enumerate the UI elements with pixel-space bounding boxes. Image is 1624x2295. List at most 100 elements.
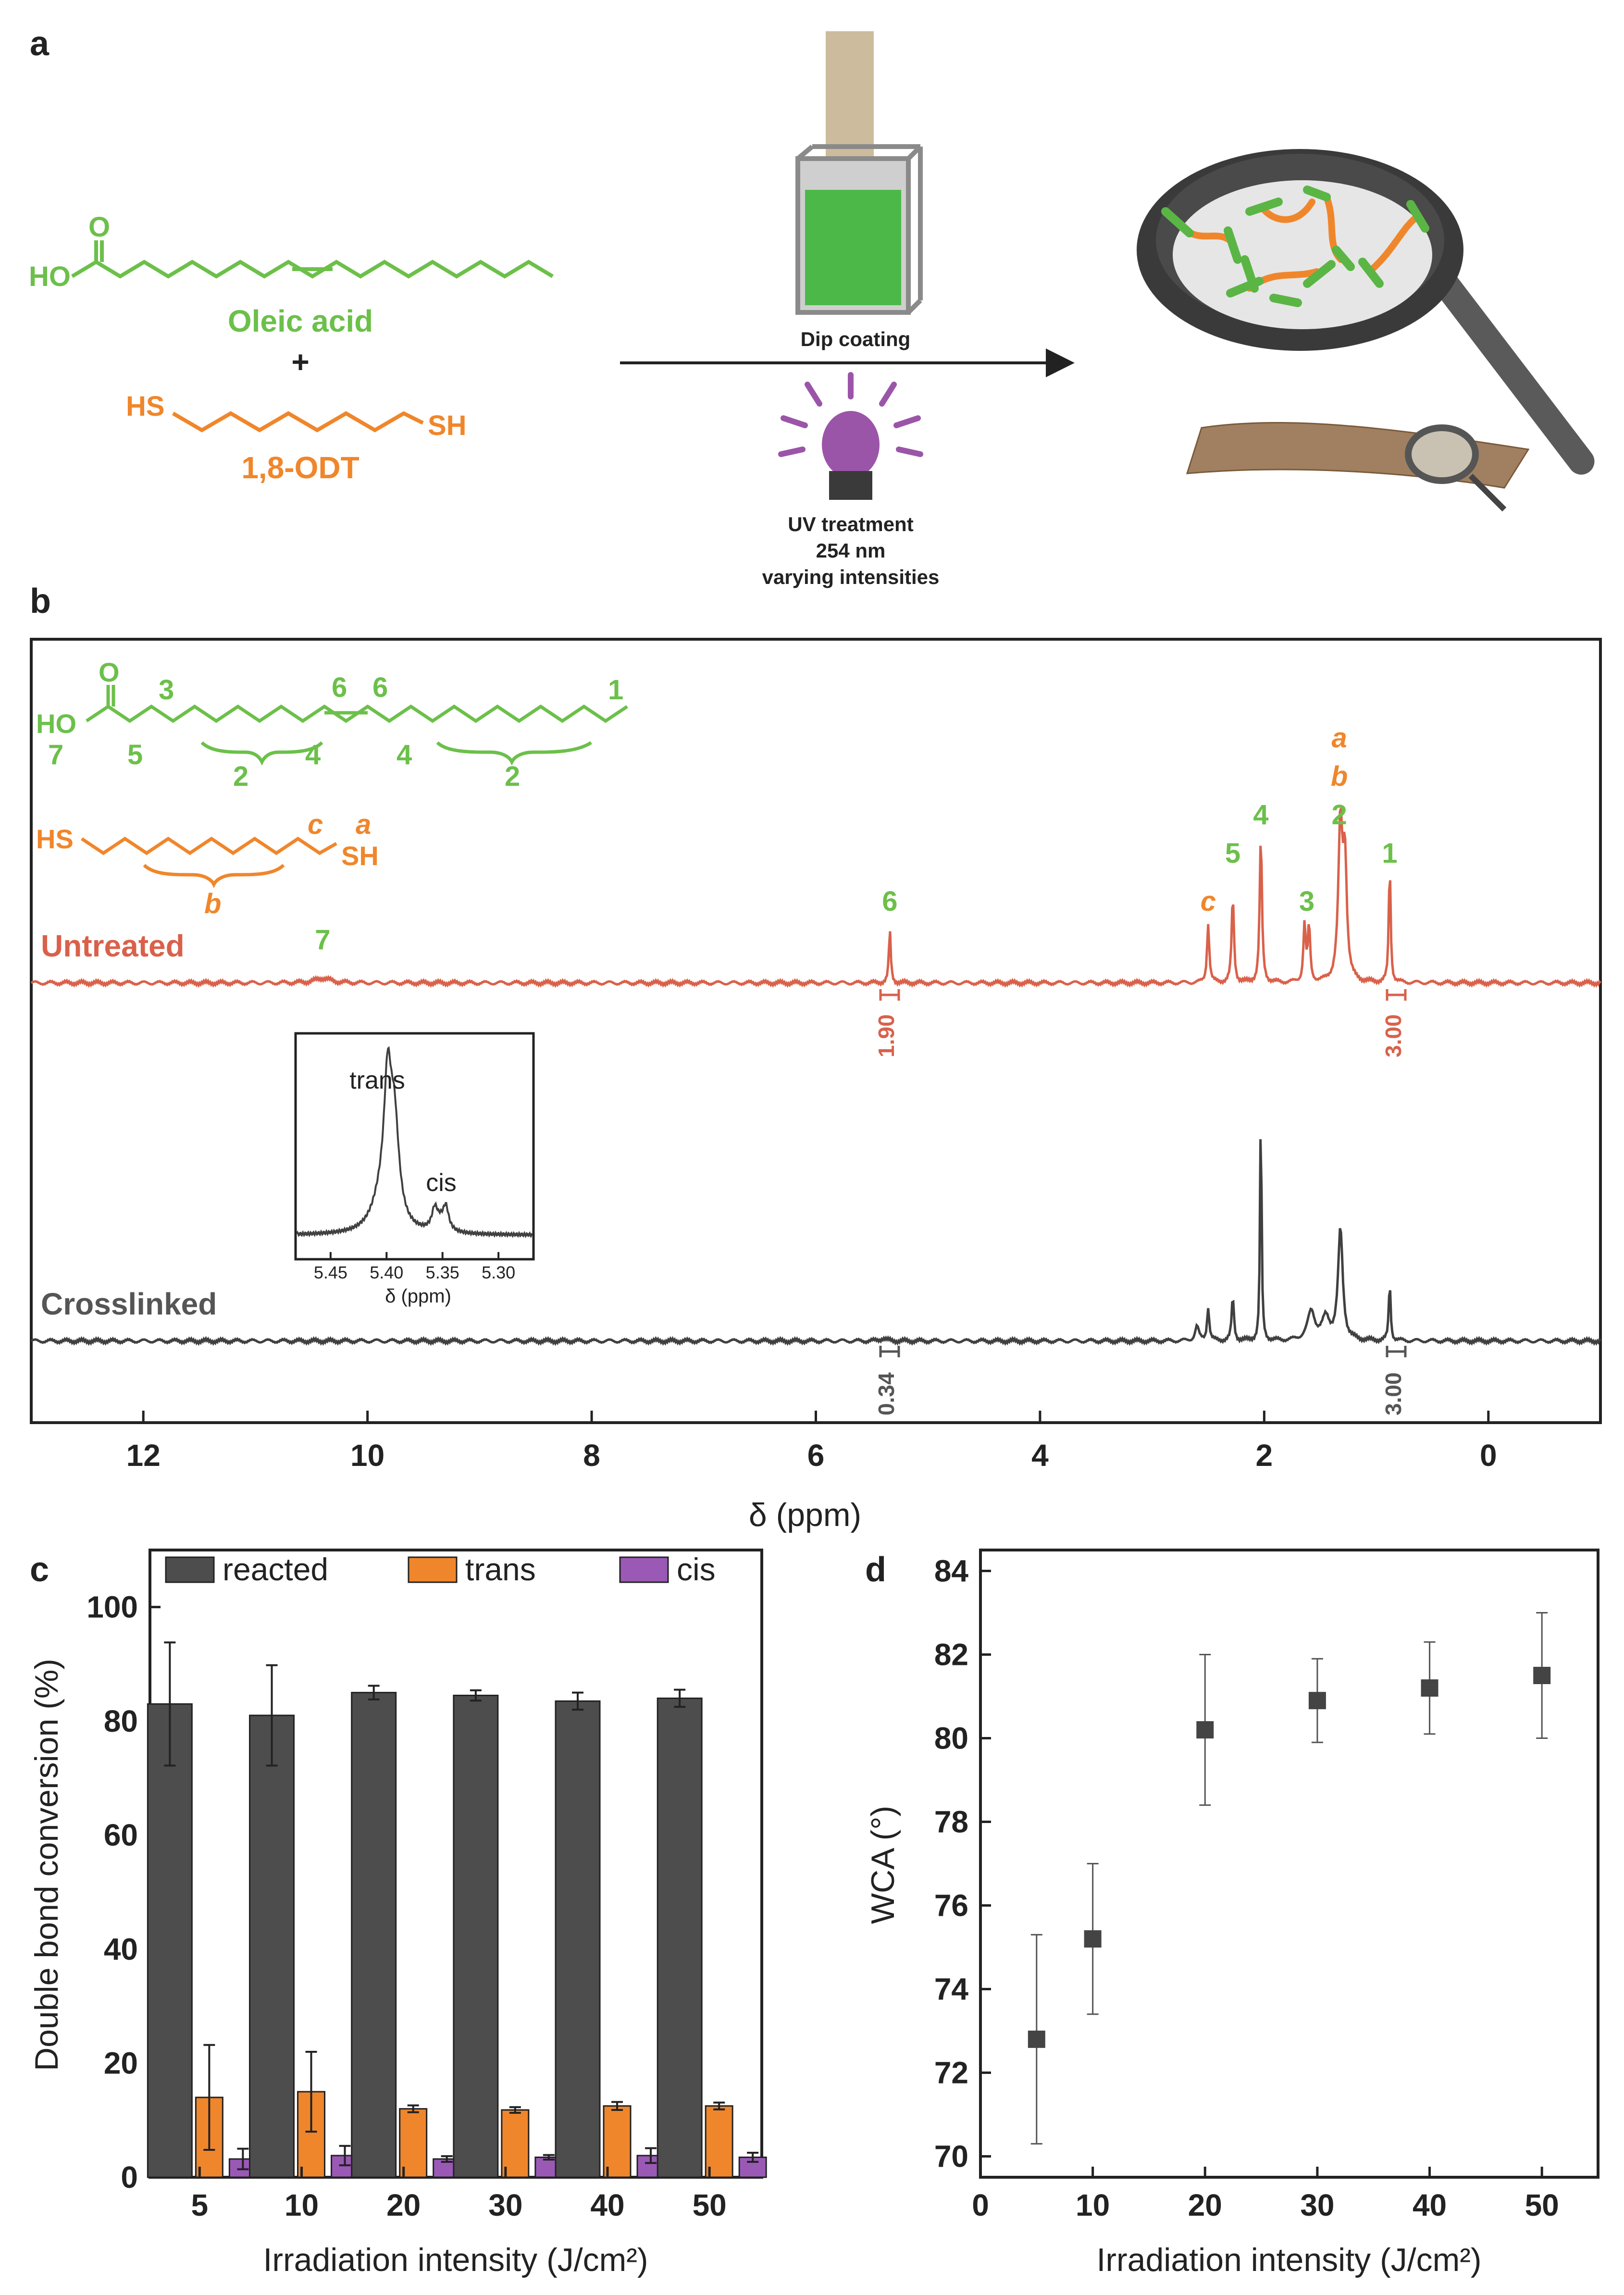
nmr-inset: trans cis 5.45 5.40 5.35 5.30 δ (ppm): [294, 1032, 535, 1307]
errorbar-cis-40: [645, 2147, 657, 2164]
struct-num-2a: 2: [233, 761, 248, 792]
scatter-frame: [979, 1549, 1599, 2179]
struct-num-2b: 2: [505, 761, 520, 792]
odt-label: 1,8-ODT: [241, 450, 359, 485]
crosslinked-label: Crosslinked: [41, 1287, 217, 1321]
peak-label-6: 6: [882, 886, 897, 917]
scatter-point: [1084, 1930, 1102, 1948]
errorbar-trans-30: [509, 2106, 521, 2114]
bar-reacted-20: [351, 1692, 397, 2178]
panel-b: b HO O 7 5 3 2 4 6 6 4 2 1 HS SH c a b: [30, 582, 1602, 1533]
bar-x-axis: 5 10 20 30 40 50: [191, 2167, 727, 2222]
oleic-o: O: [88, 211, 110, 243]
peak-label-b: b: [1331, 761, 1348, 792]
panel-a: a HO O Oleic acid + HS SH 1,8-ODT: [29, 25, 1595, 588]
peak-label-7: 7: [315, 924, 330, 955]
scatter-x-label: Irradiation intensity (J/cm²): [1096, 2242, 1481, 2278]
struct-o: O: [99, 657, 120, 687]
scatter-x-tick-label: 50: [1525, 2188, 1559, 2222]
nmr-x-tick-label: 2: [1256, 1438, 1273, 1473]
peak-label-4: 4: [1253, 799, 1268, 831]
peak-label-1: 1: [1382, 838, 1397, 869]
scatter-marks: [1028, 1612, 1551, 2145]
legend-label-cis: cis: [677, 1551, 716, 1587]
panel-b-label: b: [30, 582, 51, 620]
peak-label-3: 3: [1299, 886, 1314, 917]
errorbar-cis-30: [543, 2154, 555, 2161]
scatter-y-tick-label: 72: [934, 2056, 968, 2090]
nmr-x-tick-label: 4: [1031, 1438, 1049, 1473]
bar-y-tick-label: 40: [104, 1932, 138, 1966]
bar-x-tick-label: 50: [693, 2188, 727, 2222]
nmr-odt-structure: [81, 836, 337, 888]
uv-line3: varying intensities: [762, 566, 940, 588]
scatter-y-tick-label: 80: [934, 1721, 968, 1756]
struct-num-7: 7: [48, 739, 63, 770]
bar-y-tick-label: 100: [87, 1590, 138, 1625]
bar-y-tick-label: 80: [104, 1704, 138, 1738]
scatter-x-tick-label: 30: [1300, 2188, 1334, 2222]
panel-c-label: c: [30, 1551, 49, 1589]
panel-c: c reacted trans cis 0 20 40 60 80 100 5 10 20 30 40…: [28, 1549, 767, 2278]
errorbar-cis-10: [339, 2145, 351, 2167]
struct-num-4a: 4: [305, 739, 321, 770]
nmr-x-tick-label: 8: [583, 1438, 600, 1473]
bar-x-tick-label: 10: [285, 2188, 319, 2222]
legend-swatch-reacted: [165, 1556, 215, 1583]
inset-cis-label: cis: [426, 1169, 457, 1197]
errorbar-reacted-20: [368, 1685, 380, 1700]
struct-ho: HO: [36, 708, 76, 739]
struct-num-4b: 4: [397, 739, 412, 770]
magnifying-glass-icon: [1137, 149, 1595, 475]
dip-coating-label: Dip coating: [801, 328, 911, 350]
odt-sh: SH: [428, 410, 467, 441]
struct-letter-b: b: [204, 888, 221, 919]
odt-structure: [172, 411, 424, 433]
bar-y-tick-label: 60: [104, 1818, 138, 1852]
bar-x-label: Irradiation intensity (J/cm²): [263, 2242, 648, 2278]
bar-x-tick-label: 20: [386, 2188, 421, 2222]
bar-y-tick-label: 0: [121, 2160, 138, 2195]
bar-reacted-30: [453, 1695, 499, 2178]
nmr-x-tick-label: 10: [350, 1438, 384, 1473]
legend-label-reacted: reacted: [223, 1551, 328, 1587]
errorbar-trans-20: [407, 2104, 419, 2113]
struct-letter-c: c: [308, 809, 323, 840]
bar-reacted-10: [249, 1714, 295, 2178]
struct-num-3: 3: [159, 674, 174, 706]
nmr-oleic-structure: [86, 685, 628, 766]
errorbar-reacted-50: [674, 1688, 686, 1708]
peak-label-c: c: [1201, 886, 1216, 917]
scatter-point: [1533, 1667, 1551, 1684]
bar-trans-40: [603, 2105, 632, 2178]
struct-sh: SH: [341, 841, 379, 871]
errorbar-reacted-30: [470, 1689, 482, 1702]
struct-num-5: 5: [127, 739, 143, 770]
spectrum-crosslinked: [30, 1139, 1601, 1346]
oleic-acid-structure: [71, 240, 554, 279]
inset-x-tick-label: 5.40: [370, 1263, 403, 1282]
bar-reacted-40: [555, 1700, 601, 2178]
uv-line1: UV treatment: [788, 513, 913, 535]
scatter-point: [1308, 1692, 1326, 1710]
crosslinked-network: [1161, 186, 1429, 307]
integral-marks: [879, 989, 1407, 1357]
scatter-point: [1196, 1721, 1214, 1739]
legend-swatch-cis: [619, 1556, 669, 1583]
uv-line2: 254 nm: [816, 539, 886, 562]
scatter-x-tick-label: 20: [1188, 2188, 1222, 2222]
inset-x-tick-label: 5.30: [482, 1263, 515, 1282]
scatter-y-axis: 70 72 74 76 78 80 82 84: [934, 1554, 991, 2174]
dip-coating-vessel: [795, 31, 923, 315]
scatter-x-tick-label: 40: [1413, 2188, 1447, 2222]
uv-lamp-icon: [778, 372, 923, 500]
panel-d-label: d: [865, 1551, 886, 1589]
errorbar-trans-50: [713, 2101, 725, 2110]
errorbar-cis-5: [237, 2147, 249, 2171]
legend-label-trans: trans: [465, 1551, 536, 1587]
errorbar-trans-5: [203, 2044, 215, 2151]
nmr-x-axis: 12 10 8 6 4 2 0: [126, 1411, 1497, 1473]
scatter-y-tick-label: 70: [934, 2139, 968, 2174]
plus-sign: +: [291, 345, 309, 379]
